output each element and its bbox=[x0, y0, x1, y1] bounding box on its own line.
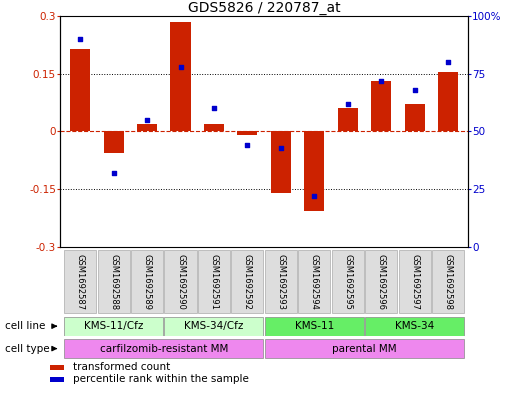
Bar bbox=[237, 131, 257, 135]
Bar bbox=[271, 131, 291, 193]
Bar bbox=[338, 108, 358, 131]
Point bbox=[143, 117, 151, 123]
Bar bbox=[371, 81, 391, 131]
Bar bbox=[98, 250, 130, 313]
Text: GSM1692593: GSM1692593 bbox=[276, 253, 286, 310]
Bar bbox=[399, 250, 430, 313]
Text: KMS-34/Cfz: KMS-34/Cfz bbox=[184, 321, 244, 331]
Bar bbox=[304, 131, 324, 211]
Text: parental MM: parental MM bbox=[332, 343, 397, 354]
Bar bbox=[365, 250, 397, 313]
Text: GSM1692592: GSM1692592 bbox=[243, 253, 252, 310]
Bar bbox=[265, 250, 297, 313]
Point bbox=[210, 105, 218, 112]
Point bbox=[310, 193, 319, 199]
Bar bbox=[432, 250, 464, 313]
Point bbox=[344, 101, 352, 107]
Bar bbox=[64, 317, 163, 336]
Bar bbox=[64, 250, 96, 313]
Bar bbox=[50, 376, 64, 382]
Text: cell line: cell line bbox=[5, 321, 46, 331]
Title: GDS5826 / 220787_at: GDS5826 / 220787_at bbox=[188, 1, 340, 15]
Text: GSM1692590: GSM1692590 bbox=[176, 253, 185, 310]
Text: KMS-11: KMS-11 bbox=[294, 321, 334, 331]
Bar bbox=[64, 339, 264, 358]
Bar bbox=[164, 250, 197, 313]
Text: transformed count: transformed count bbox=[73, 362, 170, 372]
Point bbox=[243, 142, 252, 149]
Text: GSM1692598: GSM1692598 bbox=[444, 253, 452, 310]
Text: GSM1692596: GSM1692596 bbox=[377, 253, 385, 310]
Text: GSM1692595: GSM1692595 bbox=[343, 253, 352, 310]
Text: cell type: cell type bbox=[5, 343, 50, 354]
Text: GSM1692594: GSM1692594 bbox=[310, 253, 319, 310]
Text: GSM1692589: GSM1692589 bbox=[143, 253, 152, 310]
Bar bbox=[104, 131, 123, 152]
Point bbox=[176, 64, 185, 70]
Bar bbox=[265, 339, 464, 358]
Point bbox=[444, 59, 452, 65]
Bar bbox=[50, 365, 64, 370]
Bar bbox=[137, 124, 157, 131]
Point bbox=[377, 77, 385, 84]
Bar bbox=[198, 250, 230, 313]
Point bbox=[76, 36, 84, 42]
Point bbox=[109, 170, 118, 176]
Bar bbox=[164, 317, 264, 336]
Text: carfilzomib-resistant MM: carfilzomib-resistant MM bbox=[99, 343, 228, 354]
Text: GSM1692587: GSM1692587 bbox=[76, 253, 85, 310]
Bar bbox=[231, 250, 264, 313]
Text: GSM1692588: GSM1692588 bbox=[109, 253, 118, 310]
Bar bbox=[70, 48, 90, 131]
Bar bbox=[365, 317, 464, 336]
Bar bbox=[405, 105, 425, 131]
Bar bbox=[438, 72, 458, 131]
Point bbox=[411, 86, 419, 93]
Point bbox=[277, 145, 285, 151]
Bar bbox=[131, 250, 163, 313]
Text: GSM1692591: GSM1692591 bbox=[209, 253, 219, 310]
Text: GSM1692597: GSM1692597 bbox=[410, 253, 419, 310]
Bar bbox=[298, 250, 331, 313]
Bar bbox=[170, 22, 190, 131]
Text: KMS-34: KMS-34 bbox=[395, 321, 434, 331]
Bar bbox=[332, 250, 364, 313]
Bar bbox=[265, 317, 364, 336]
Bar bbox=[204, 124, 224, 131]
Text: KMS-11/Cfz: KMS-11/Cfz bbox=[84, 321, 143, 331]
Text: percentile rank within the sample: percentile rank within the sample bbox=[73, 374, 248, 384]
